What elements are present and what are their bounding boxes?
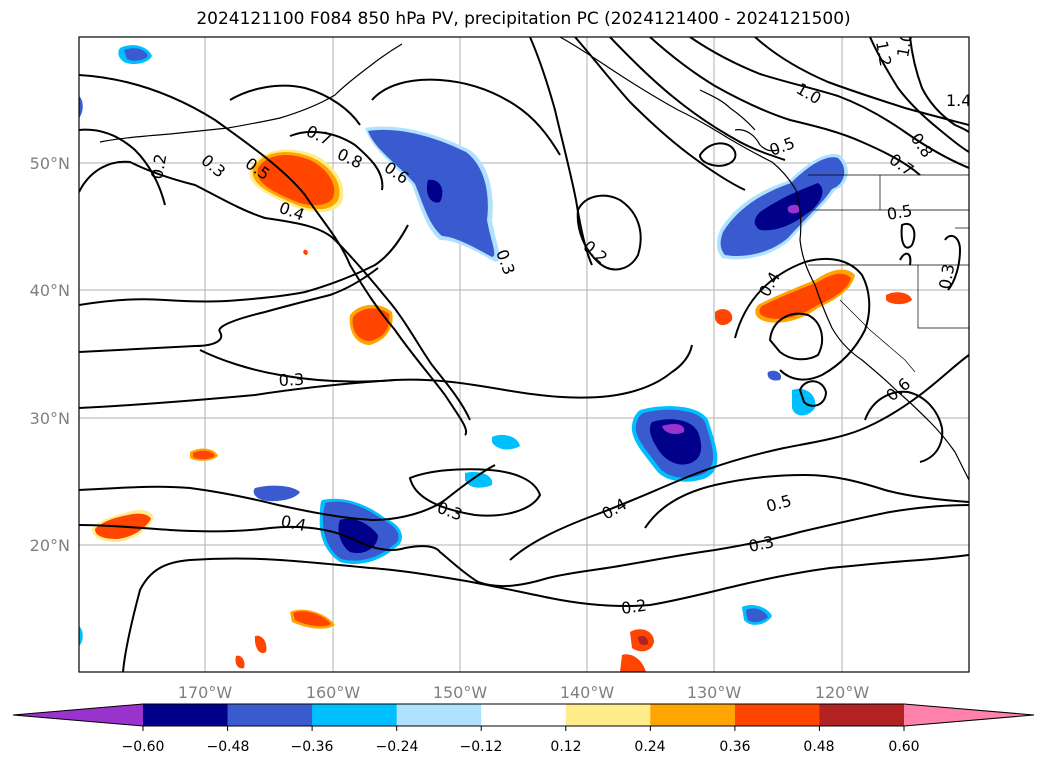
contour-label: 1.2: [872, 39, 895, 67]
colorbar-tick-label: 0.48: [803, 739, 834, 755]
lat-tick-label: 40°N: [30, 281, 70, 300]
colorbar-tick-label: −0.12: [460, 739, 503, 755]
lat-tick-label: 50°N: [30, 154, 70, 173]
colorbar-extend-min: [13, 704, 143, 726]
political-borders: [808, 174, 969, 373]
colorbar-segment: [312, 704, 398, 726]
colorbar-segment: [650, 704, 736, 726]
lon-tick-label: 150°W: [433, 683, 488, 702]
colorbar-tick-label: −0.60: [122, 739, 165, 755]
precip-positive: [92, 149, 912, 672]
contour-label: 0.4: [279, 511, 308, 535]
lon-tick-label: 120°W: [815, 683, 870, 702]
precip-negative: [79, 45, 848, 646]
colorbar-tick-labels: −0.60 −0.48 −0.36 −0.24 −0.12 0.12 0.24 …: [122, 739, 920, 755]
lat-tick-label: 30°N: [30, 409, 70, 428]
lat-tick-label: 20°N: [30, 536, 70, 555]
colorbar-segment: [481, 704, 567, 726]
contour-label: 0.3: [935, 262, 958, 290]
contour-label: 0.3: [278, 370, 304, 390]
colorbar-segment: [143, 704, 229, 726]
colorbar-segment: [819, 704, 905, 726]
colorbar-tick-label: 0.24: [634, 739, 665, 755]
lon-tick-label: 140°W: [560, 683, 615, 702]
contour-label: 0.2: [620, 596, 648, 618]
contour-label: 0.5: [885, 201, 913, 224]
contour-label: 1.4: [946, 91, 971, 110]
colorbar-tick-label: −0.36: [291, 739, 334, 755]
colorbar-segment: [227, 704, 313, 726]
contour-label: 0.3: [747, 532, 776, 556]
map-area: [79, 37, 969, 672]
pv-contours: [79, 37, 969, 672]
colorbar-extend-max: [904, 704, 1034, 726]
colorbar-tick-label: −0.24: [376, 739, 419, 755]
map-frame: [78, 36, 970, 673]
colorbar-segment: [734, 704, 820, 726]
page-title: 2024121100 F084 850 hPa PV, precipitatio…: [196, 9, 851, 29]
lon-tick-label: 170°W: [178, 683, 233, 702]
coastlines: [99, 37, 969, 481]
colorbar-tick-label: 0.60: [888, 739, 919, 755]
lon-tick-label: 160°W: [306, 683, 361, 702]
colorbar-tick-label: 0.12: [550, 739, 581, 755]
colorbar-tick-label: 0.36: [719, 739, 750, 755]
colorbar-tick-label: −0.48: [207, 739, 250, 755]
lon-tick-labels: 170°W 160°W 150°W 140°W 130°W 120°W: [178, 683, 870, 702]
contour-label: 0.2: [147, 152, 170, 180]
colorbar-segment: [565, 704, 651, 726]
colorbar-segment: [396, 704, 482, 726]
contour-label: 1.0: [893, 30, 916, 58]
colorbar: [12, 703, 1035, 731]
lat-tick-labels: 50°N 40°N 30°N 20°N: [30, 154, 70, 555]
lon-tick-label: 130°W: [687, 683, 742, 702]
